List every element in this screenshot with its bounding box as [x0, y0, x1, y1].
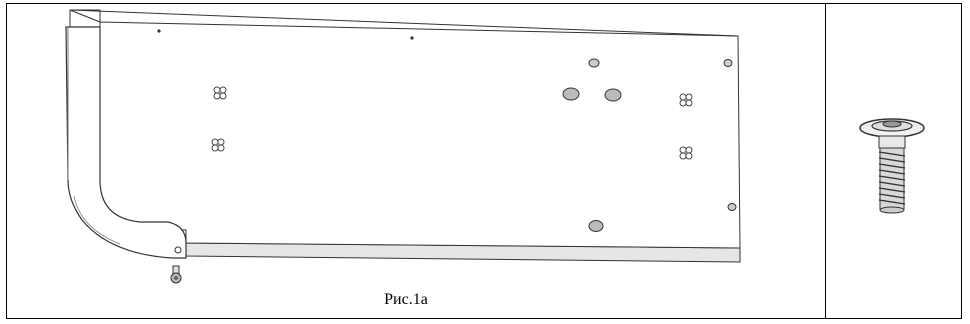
board-top-face: [69, 9, 741, 249]
cell-divider: [825, 4, 826, 318]
small-screw-icon: [170, 265, 182, 284]
bracket-hole: [174, 246, 182, 254]
dowel-hole: [727, 203, 737, 211]
dowel-hole: [604, 88, 622, 102]
cam-lock-icon: [679, 146, 693, 160]
cam-lock-icon: [213, 86, 227, 100]
figure-table: [6, 3, 962, 319]
dowel-hole: [723, 59, 733, 67]
dowel-hole: [588, 220, 604, 232]
figure-caption: Рис.1a: [384, 291, 428, 308]
cam-lock-icon: [679, 93, 693, 107]
bent-bracket: [65, 26, 187, 259]
small-hole: [410, 36, 414, 40]
dowel-hole: [562, 87, 580, 101]
dowel-hole: [588, 58, 600, 68]
screw-with-washer-icon: [859, 118, 925, 214]
small-hole: [157, 29, 161, 33]
cam-lock-icon: [211, 138, 225, 152]
